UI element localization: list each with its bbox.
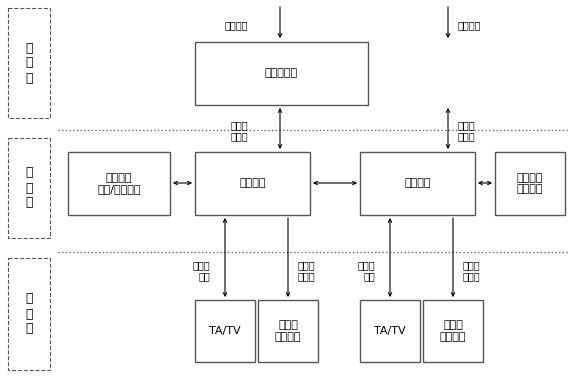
Text: 断路器
隔离开关: 断路器 隔离开关 xyxy=(439,320,466,342)
Bar xyxy=(495,152,565,215)
Bar xyxy=(68,152,170,215)
Text: 技术服务: 技术服务 xyxy=(458,20,481,30)
Bar xyxy=(360,152,475,215)
Bar xyxy=(195,300,255,362)
Text: 站控层
至控制: 站控层 至控制 xyxy=(230,120,248,142)
Text: 断路器
隔离开关: 断路器 隔离开关 xyxy=(274,320,301,342)
Text: 其他间隔
控制/仪表单元: 其他间隔 控制/仪表单元 xyxy=(97,173,141,194)
Bar xyxy=(195,152,310,215)
Text: 保护至
开关站: 保护至 开关站 xyxy=(463,260,481,282)
Bar xyxy=(8,138,50,238)
Text: 测控单元: 测控单元 xyxy=(240,179,266,188)
Text: TA/TV: TA/TV xyxy=(209,326,241,336)
Text: 站
控
层: 站 控 层 xyxy=(25,41,33,85)
Bar xyxy=(258,300,318,362)
Text: 远方保护
保护单元: 远方保护 保护单元 xyxy=(517,173,543,194)
Bar xyxy=(8,8,50,118)
Text: 站控层单元: 站控层单元 xyxy=(265,69,298,78)
Text: 站控层
至保护: 站控层 至保护 xyxy=(458,120,476,142)
Bar xyxy=(423,300,483,362)
Text: 间
隔
层: 间 隔 层 xyxy=(25,166,33,210)
Bar xyxy=(360,300,420,362)
Text: 过
程
层: 过 程 层 xyxy=(25,293,33,335)
Bar xyxy=(8,258,50,370)
Text: 控制至
开关站: 控制至 开关站 xyxy=(298,260,316,282)
Bar xyxy=(195,42,368,105)
Text: 保护单元: 保护单元 xyxy=(404,179,431,188)
Text: 模拟量
采样: 模拟量 采样 xyxy=(193,260,210,282)
Text: 模拟量
采样: 模拟量 采样 xyxy=(358,260,375,282)
Text: TA/TV: TA/TV xyxy=(374,326,406,336)
Text: 控制中心: 控制中心 xyxy=(225,20,248,30)
